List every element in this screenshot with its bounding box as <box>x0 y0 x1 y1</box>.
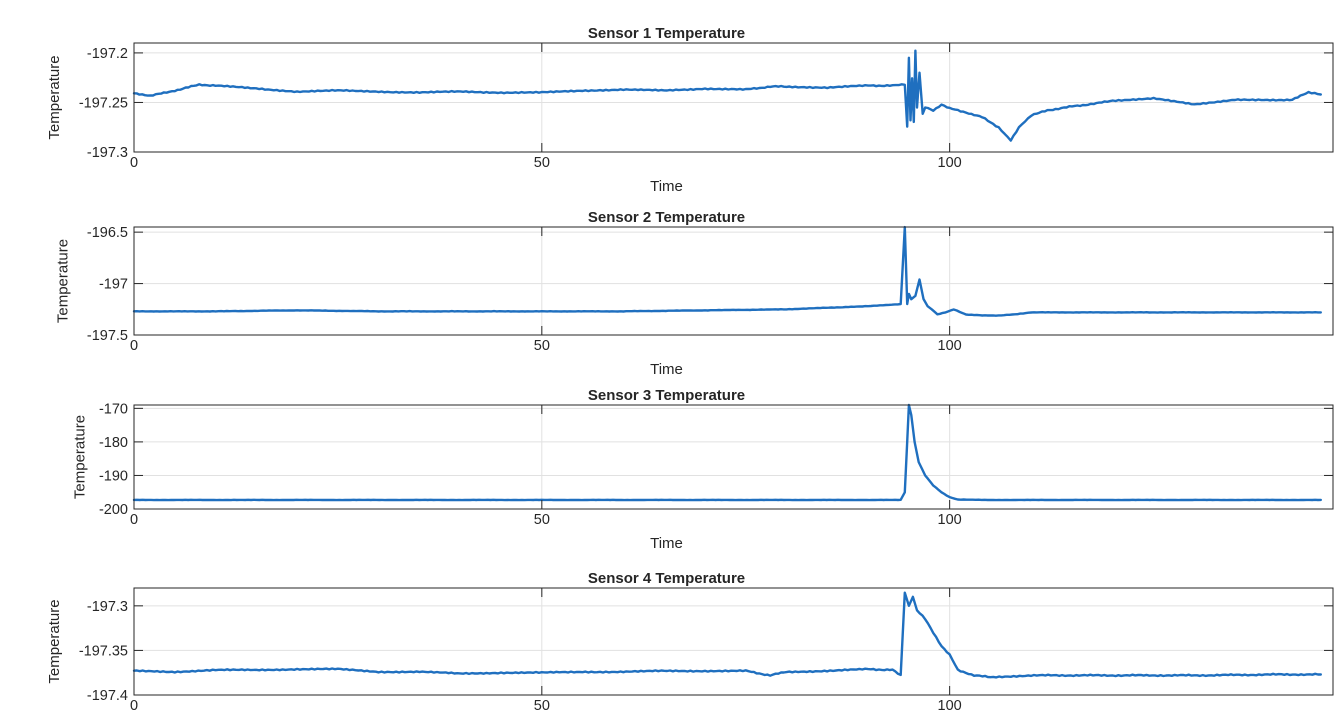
y-tick-label: -197.35 <box>79 643 128 659</box>
x-tick-label: 50 <box>534 512 550 528</box>
axes-frame <box>133 587 1334 696</box>
chart-title: Sensor 3 Temperature <box>588 387 745 404</box>
chart-title: Sensor 4 Temperature <box>588 570 745 587</box>
y-tick-label: -197 <box>99 277 128 293</box>
data-line-series-1 <box>132 49 1323 142</box>
chart-title: Sensor 1 Temperature <box>588 25 745 42</box>
x-tick-label: 100 <box>938 698 962 714</box>
x-tick-label: 50 <box>534 338 550 354</box>
subplot-sensor-2: 0 50 100 -197.5 -197 -196.5 Sensor 2 Temperatu… <box>54 209 1334 378</box>
data-line-series-1 <box>132 403 1323 502</box>
y-axis-label: Temperature <box>72 415 89 499</box>
y-axis-label: Temperature <box>46 55 63 139</box>
y-tick-label: -197.3 <box>87 145 128 161</box>
x-tick-label: 50 <box>534 698 550 714</box>
data-line-series-1 <box>132 225 1323 317</box>
x-axis-label: Time <box>650 535 683 552</box>
axes-frame <box>133 42 1334 153</box>
x-tick-label: 0 <box>130 155 138 171</box>
y-tick-label: -197.2 <box>87 46 128 62</box>
data-line-series-1 <box>132 591 1323 679</box>
y-axis-label: Temperature <box>54 239 71 323</box>
y-tick-label: -200 <box>99 502 128 518</box>
y-axis-label: Temperature <box>46 599 63 683</box>
x-tick-label: 0 <box>130 698 138 714</box>
x-tick-label: 100 <box>938 512 962 528</box>
y-tick-label: -170 <box>99 401 128 417</box>
axes-frame <box>133 226 1334 336</box>
x-tick-label: 50 <box>534 155 550 171</box>
y-tick-label: -196.5 <box>87 225 128 241</box>
x-tick-label: 0 <box>130 338 138 354</box>
subplot-sensor-3: 0 50 100 -200 -190 -180 -170 Sensor 3 Temperatu… <box>72 387 1334 552</box>
x-tick-label: 100 <box>938 155 962 171</box>
y-tick-label: -197.25 <box>79 95 128 111</box>
y-tick-label: -197.4 <box>87 688 128 704</box>
chart-title: Sensor 2 Temperature <box>588 209 745 226</box>
x-tick-label: 0 <box>130 512 138 528</box>
subplot-sensor-1: 0 50 100 -197.3 -197.25 -197.2 Sensor 1 Temper… <box>46 25 1334 195</box>
y-tick-label: -197.3 <box>87 599 128 615</box>
y-tick-label: -197.5 <box>87 328 128 344</box>
x-axis-label: Time <box>650 178 683 195</box>
x-axis-label: Time <box>650 361 683 378</box>
axes-frame <box>133 404 1334 510</box>
y-tick-label: -190 <box>99 468 128 484</box>
subplot-sensor-4: 0 50 100 -197.4 -197.35 -197.3 Sensor 4 Temper… <box>46 570 1334 714</box>
x-tick-label: 100 <box>938 338 962 354</box>
y-tick-label: -180 <box>99 435 128 451</box>
